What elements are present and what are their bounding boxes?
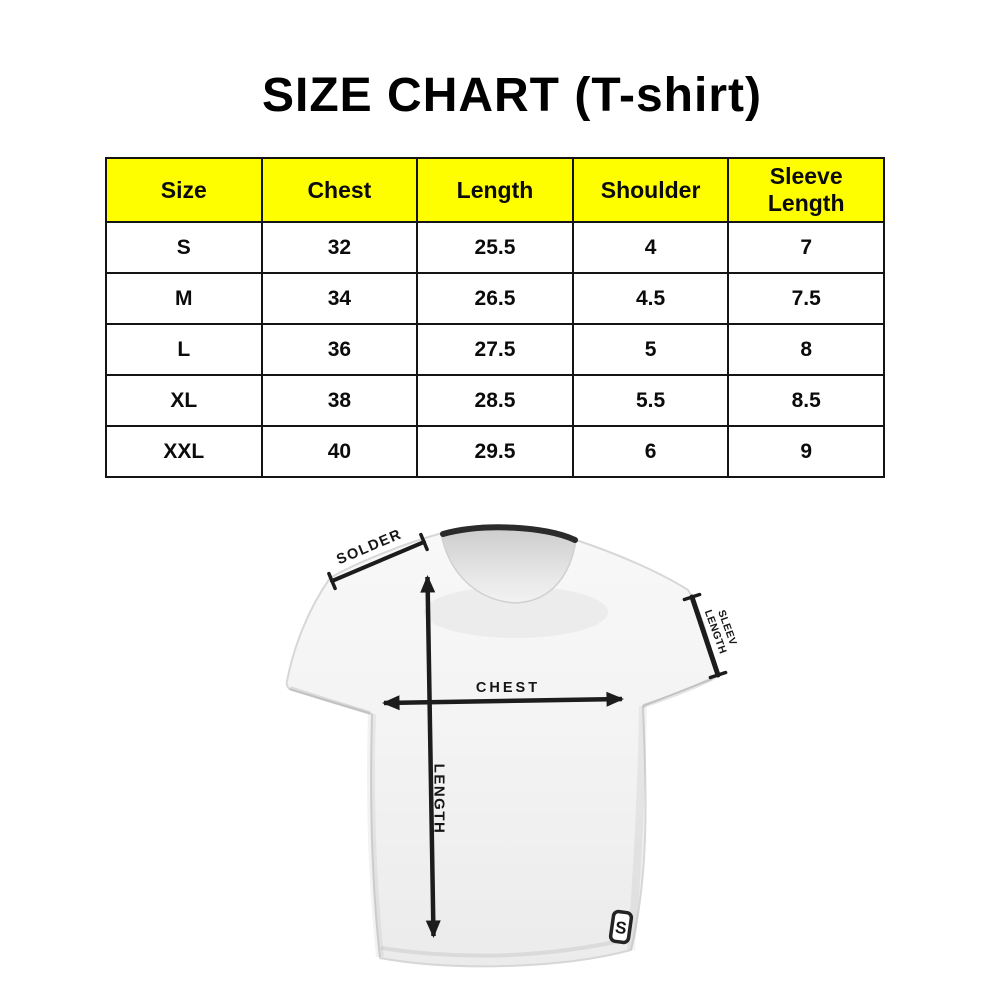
logo-letter: S: [614, 918, 628, 938]
header-sleeve-length: Sleeve Length: [727, 157, 885, 223]
cell-size: S: [105, 221, 263, 274]
tshirt-diagram-svg: SOLDER SLEEV LENGTH CHEST LENGTH S: [285, 524, 739, 968]
cell-shoulder: 4: [571, 221, 730, 274]
chest-label: CHEST: [476, 680, 540, 696]
collar-band: [440, 524, 578, 543]
cell-length: 26.5: [416, 272, 574, 325]
cell-chest: 38: [260, 374, 419, 427]
cell-shoulder: 6: [571, 425, 730, 478]
tshirt-measurement-diagram: SOLDER SLEEV LENGTH CHEST LENGTH S: [240, 505, 780, 1000]
cell-sleeve-length: 8: [727, 323, 885, 376]
shoulder-dimension-line: [330, 540, 426, 583]
cell-chest: 32: [260, 221, 419, 274]
shoulder-dimension-tick-right: [419, 532, 429, 552]
header-chest: Chest: [260, 157, 419, 223]
left-body-shadow: [367, 713, 384, 958]
sleeve-dimension-tick-top: [682, 592, 702, 602]
cell-shoulder: 4.5: [571, 272, 730, 325]
cell-shoulder: 5.5: [571, 374, 730, 427]
header-size: Size: [105, 157, 263, 223]
cell-chest: 40: [260, 425, 419, 478]
cell-sleeve-length: 9: [727, 425, 885, 478]
cell-length: 27.5: [416, 323, 574, 376]
header-length: Length: [416, 157, 574, 223]
header-shoulder: Shoulder: [571, 157, 730, 223]
logo-tag: S: [608, 909, 634, 945]
cell-sleeve-length: 8.5: [727, 374, 885, 427]
table-row: XXL 40 29.5 6 9: [105, 425, 885, 478]
page-title: SIZE CHART (T-shirt): [262, 69, 762, 122]
left-sleeve-hem-shadow: [289, 686, 371, 715]
sleeve-dimension-line: [689, 594, 721, 678]
table-row: M 34 26.5 4.5 7.5: [105, 272, 885, 325]
right-body-shadow: [627, 705, 647, 951]
shoulder-dimension: [327, 532, 429, 591]
table-row: L 36 27.5 5 8: [105, 323, 885, 376]
shoulder-dimension-tick-left: [327, 571, 337, 591]
sleeve-dimension: [682, 592, 728, 680]
length-label: LENGTH: [431, 764, 448, 835]
cell-size: XXL: [105, 425, 263, 478]
cell-size: XL: [105, 374, 263, 427]
right-sleeve-hem-shadow: [642, 677, 713, 708]
size-chart-table: Size Chest Length Shoulder Sleeve Length…: [105, 157, 885, 478]
cell-sleeve-length: 7.5: [727, 272, 885, 325]
cell-length: 25.5: [416, 221, 574, 274]
hem-crease: [380, 937, 630, 958]
cell-size: M: [105, 272, 263, 325]
cell-chest: 36: [260, 323, 419, 376]
sleeve-dimension-tick-bottom: [708, 670, 728, 680]
table-row: S 32 25.5 4 7: [105, 221, 885, 274]
table-row: XL 38 28.5 5.5 8.5: [105, 374, 885, 427]
cell-length: 29.5: [416, 425, 574, 478]
cell-size: L: [105, 323, 263, 376]
cell-sleeve-length: 7: [727, 221, 885, 274]
cell-length: 28.5: [416, 374, 574, 427]
table-header-row: Size Chest Length Shoulder Sleeve Length: [105, 157, 885, 223]
length-arrow: [420, 575, 441, 938]
logo-tag-border: [608, 909, 634, 945]
under-collar-shadow: [424, 586, 608, 638]
cell-chest: 34: [260, 272, 419, 325]
cell-shoulder: 5: [571, 323, 730, 376]
